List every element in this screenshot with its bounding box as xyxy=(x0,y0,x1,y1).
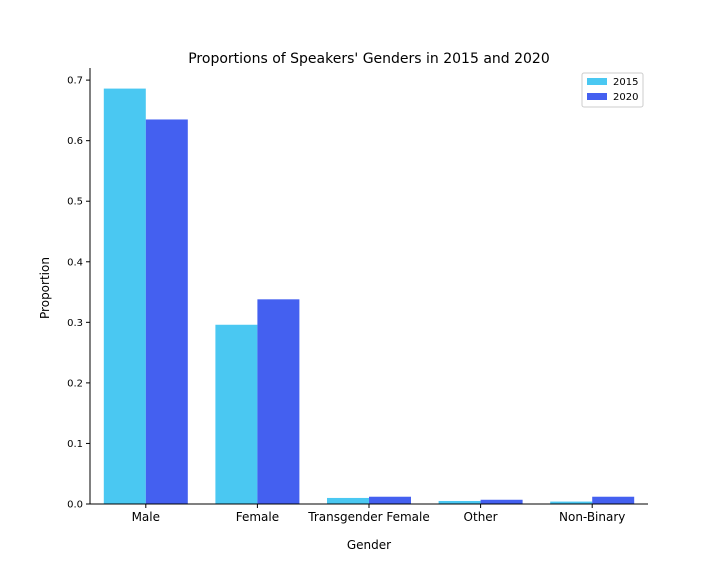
legend-swatch-2015 xyxy=(587,78,607,85)
x-tick-label: Female xyxy=(236,510,279,524)
bar-2020-other xyxy=(480,499,523,504)
bar-2015-female xyxy=(215,324,258,504)
y-tick-label: 0.4 xyxy=(67,257,83,268)
y-tick-label: 0.6 xyxy=(67,136,83,147)
x-tick-label: Other xyxy=(464,510,498,524)
bar-2020-male xyxy=(145,119,188,504)
x-axis: Male Female Transgender Female Other Non-Bin… xyxy=(90,503,648,524)
x-axis-label: Gender xyxy=(347,538,391,552)
bars-group xyxy=(103,88,635,504)
y-tick-label: 0.3 xyxy=(67,318,83,329)
bar-2015-male xyxy=(103,88,146,504)
bar-2015-other xyxy=(438,500,481,504)
legend: 2015 2020 xyxy=(581,72,644,108)
x-tick-label: Non-Binary xyxy=(559,510,625,524)
y-tick-label: 0.1 xyxy=(67,439,83,450)
y-tick-label: 0.7 xyxy=(67,76,83,87)
y-axis: 0.0 0.1 0.2 0.3 0.4 0.5 0.6 0.7 xyxy=(67,68,91,511)
bar-2020-non-binary xyxy=(592,496,635,504)
legend-swatch-2020 xyxy=(587,93,607,100)
y-tick-label: 0.0 xyxy=(67,500,83,511)
bar-2015-transgender-female xyxy=(327,497,369,504)
legend-label-2015: 2015 xyxy=(613,77,638,88)
bar-2020-transgender-female xyxy=(369,496,411,504)
y-tick-label: 0.2 xyxy=(67,378,83,389)
bar-2015-non-binary xyxy=(550,501,593,504)
y-tick-label: 0.5 xyxy=(67,197,83,208)
bar-2020-female xyxy=(257,299,300,504)
y-axis-label: Proportion xyxy=(38,257,52,319)
chart-title: Proportions of Speakers' Genders in 2015… xyxy=(188,51,550,67)
x-tick-label: Transgender Female xyxy=(307,510,429,524)
legend-label-2020: 2020 xyxy=(613,92,638,103)
x-tick-label: Male xyxy=(132,510,160,524)
